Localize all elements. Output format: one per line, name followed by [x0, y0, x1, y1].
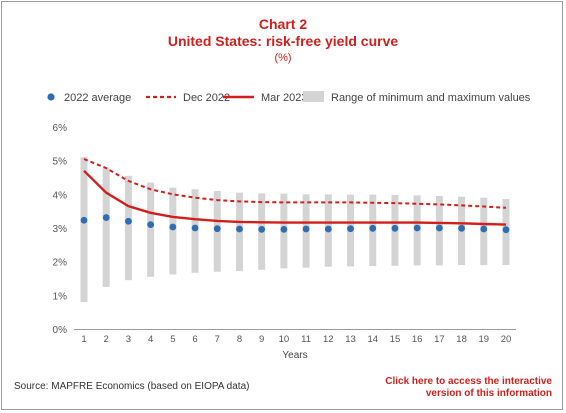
x-tick-label: 13 [345, 334, 356, 345]
x-tick-label: 17 [434, 334, 445, 345]
data-point-2022-average [236, 225, 243, 233]
chart-number: Chart 2 [258, 16, 308, 32]
x-tick-label: 3 [126, 334, 131, 345]
range-bar [147, 182, 155, 277]
x-axis: 1 2 3 4 5 6 7 8 9 10 11 12 13 14 15 16 17 18 19 20 [81, 334, 511, 345]
data-point-2022-average [80, 216, 88, 224]
legend-label-2022-average: 2022 average [64, 92, 131, 104]
x-tick-label: 4 [148, 334, 153, 345]
range-bar [102, 167, 110, 287]
data-point-2022-average [391, 224, 399, 232]
x-tick-label: 2 [104, 334, 109, 345]
x-tick-label: 19 [479, 334, 490, 345]
x-tick-label: 1 [81, 334, 86, 345]
data-point-2022-average [502, 226, 510, 234]
data-point-2022-average [258, 225, 266, 233]
y-tick-label: 0% [53, 325, 68, 336]
y-tick-label: 1% [53, 291, 68, 302]
series-points-2022-average [80, 214, 510, 234]
link-line-1[interactable]: Click here to access the interactive [385, 376, 552, 387]
data-point-2022-average [369, 224, 377, 232]
x-tick-label: 20 [501, 334, 512, 345]
data-point-2022-average [191, 224, 199, 232]
interactive-version-link[interactable]: Click here to access the interactive ver… [362, 376, 552, 400]
data-point-2022-average [413, 224, 421, 232]
data-point-2022-average [102, 214, 110, 221]
range-bars [80, 157, 510, 303]
data-point-2022-average [302, 225, 310, 233]
x-axis-label: Years [282, 350, 307, 361]
range-bar [124, 175, 132, 281]
x-tick-label: 8 [237, 334, 242, 345]
x-tick-label: 7 [215, 334, 220, 345]
chart-unit: (%) [274, 52, 292, 64]
y-tick-label: 6% [53, 123, 68, 134]
data-point-2022-average [169, 223, 177, 231]
range-bar [169, 187, 177, 275]
y-axis: 0% 1% 2% 3% 4% 5% 6% [53, 123, 68, 336]
data-point-2022-average [147, 221, 155, 229]
source-note: Source: MAPFRE Economics (based on EIOPA… [14, 381, 250, 392]
y-tick-label: 3% [53, 224, 68, 235]
data-point-2022-average [213, 225, 221, 233]
x-tick-label: 15 [390, 334, 401, 345]
legend-label-dec-2022: Dec 2022 [183, 92, 230, 104]
y-tick-label: 4% [53, 190, 68, 201]
x-tick-label: 18 [456, 334, 467, 345]
data-point-2022-average [324, 225, 332, 233]
x-tick-label: 10 [279, 334, 290, 345]
legend-label-range: Range of minimum and maximum values [331, 92, 531, 104]
x-tick-label: 14 [367, 334, 378, 345]
legend-marker-2022-average [47, 93, 55, 101]
legend: 2022 average Dec 2022 Mar 2023 Range of … [47, 91, 531, 104]
data-point-2022-average [347, 225, 354, 233]
data-point-2022-average [480, 225, 488, 233]
y-tick-label: 5% [53, 157, 68, 168]
x-tick-label: 16 [412, 334, 423, 345]
series-line-mar-2023 [83, 169, 507, 226]
legend-marker-range [303, 91, 324, 102]
x-tick-label: 9 [259, 334, 264, 345]
x-tick-label: 6 [192, 334, 197, 345]
x-tick-label: 5 [170, 334, 175, 345]
y-tick-label: 2% [53, 258, 68, 269]
x-tick-label: 12 [323, 334, 334, 345]
data-point-2022-average [458, 224, 465, 232]
x-tick-label: 11 [301, 334, 311, 345]
data-point-2022-average [125, 217, 132, 225]
legend-label-mar-2023: Mar 2023 [261, 92, 307, 104]
series-line-dec-2022 [83, 158, 507, 209]
data-point-2022-average [280, 225, 288, 233]
link-line-2[interactable]: version of this information [425, 388, 552, 399]
chart-title: United States: risk-free yield curve [167, 33, 399, 49]
data-point-2022-average [435, 224, 443, 232]
range-bar [80, 157, 88, 303]
